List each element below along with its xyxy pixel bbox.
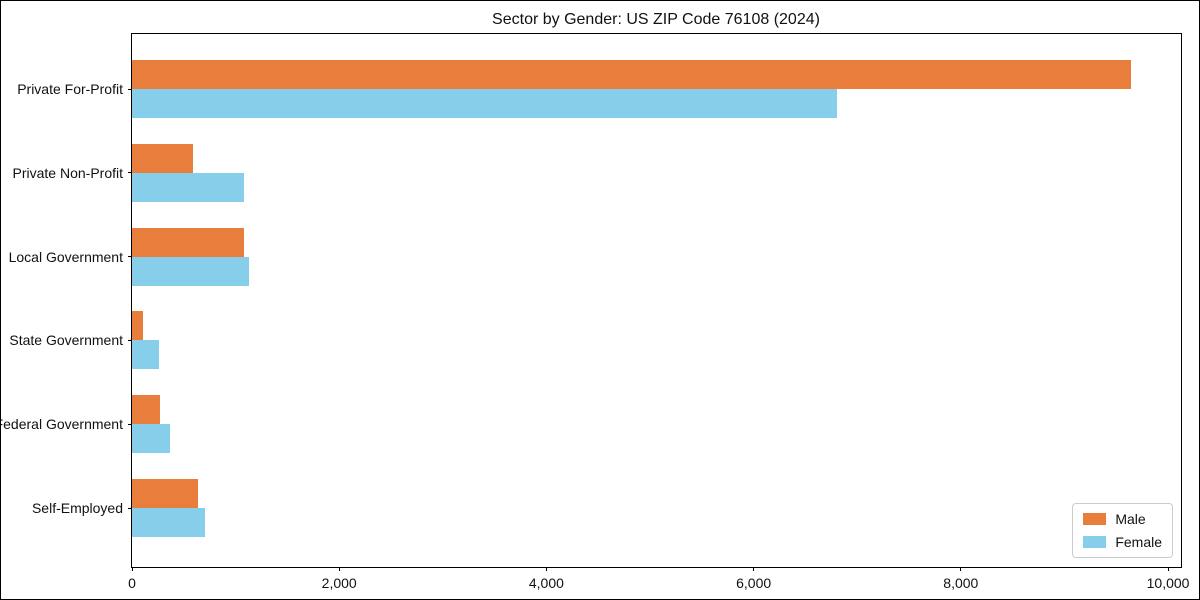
bar-male-state-government — [132, 311, 144, 341]
bar-male-private-for-profit — [132, 60, 1131, 89]
y-tick-mark — [128, 256, 132, 258]
plot-area: Private For-Profit Private Non-Profit Loca… — [1, 33, 1189, 591]
y-axis-label-private-non-profit: Private Non-Profit — [12, 164, 123, 181]
bar-female-self-employed — [132, 508, 205, 537]
legend-swatch-female — [1083, 536, 1107, 548]
bar-male-federal-government — [132, 395, 160, 425]
y-axis-label-local-government: Local Government — [8, 248, 123, 265]
x-axis-label-6-000: 6,000 — [736, 575, 772, 591]
y-tick-mark — [128, 423, 132, 425]
bar-male-local-government — [132, 227, 245, 257]
y-tick-mark — [128, 507, 132, 509]
y-tick-mark — [128, 339, 132, 341]
legend-item-male: Male — [1083, 511, 1162, 527]
x-tick-mark — [131, 567, 133, 571]
bar-male-private-non-profit — [132, 143, 194, 173]
bar-female-state-government — [132, 340, 159, 370]
x-tick-mark — [545, 567, 547, 571]
x-tick-mark — [1167, 567, 1169, 571]
x-axis-label-2-000: 2,000 — [321, 575, 357, 591]
legend-swatch-male — [1083, 513, 1107, 525]
x-tick-mark — [338, 567, 340, 571]
x-tick-mark — [753, 567, 755, 571]
bar-female-private-for-profit — [132, 89, 837, 118]
y-tick-mark — [128, 172, 132, 174]
x-axis-label-4-000: 4,000 — [528, 575, 564, 591]
bar-female-local-government — [132, 256, 249, 286]
y-axis-label-federal-government: Federal Government — [0, 416, 123, 433]
y-axis-label-self-employed: Self-Employed — [31, 500, 123, 516]
y-axis-label-state-government: State Government — [9, 332, 123, 349]
y-tick-mark — [128, 88, 132, 90]
x-tick-mark — [960, 567, 962, 571]
x-axis-label-0: 0 — [128, 575, 136, 591]
x-axis-label-10-000: 10,000 — [1146, 575, 1190, 591]
x-axis-label-8-000: 8,000 — [943, 575, 979, 591]
legend: Male Female — [1072, 503, 1173, 558]
legend-label-female: Female — [1115, 534, 1162, 550]
bar-female-federal-government — [132, 424, 171, 454]
y-axis-label-private-for-profit: Private For-Profit — [17, 81, 123, 97]
legend-item-female: Female — [1083, 534, 1162, 550]
bar-female-private-non-profit — [132, 172, 245, 202]
chart-title: Sector by Gender: US ZIP Code 76108 (202… — [492, 11, 820, 28]
legend-label-male: Male — [1115, 511, 1146, 527]
bar-male-self-employed — [132, 479, 199, 508]
